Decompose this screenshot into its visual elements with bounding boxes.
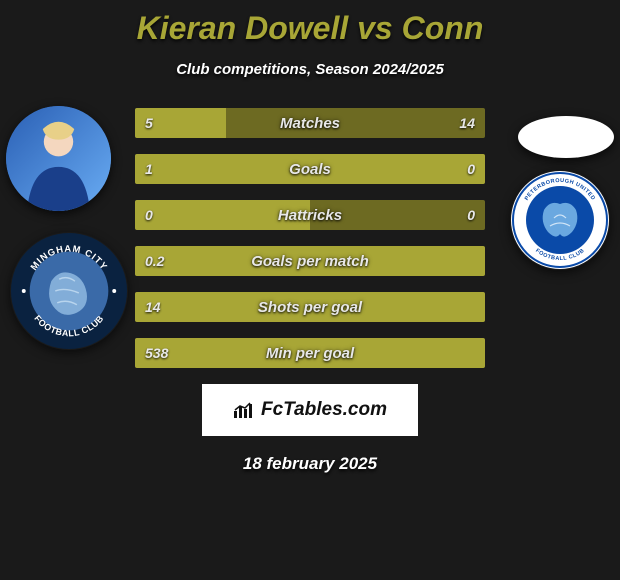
stat-row: 0Hattricks0 bbox=[135, 200, 485, 230]
stat-value-right: 0 bbox=[457, 200, 485, 230]
stat-value-right bbox=[465, 338, 485, 368]
stat-label: Shots per goal bbox=[135, 292, 485, 322]
player1-avatar bbox=[6, 106, 111, 211]
player2-avatar bbox=[518, 116, 614, 158]
stat-row: 538Min per goal bbox=[135, 338, 485, 368]
stat-row: 1Goals0 bbox=[135, 154, 485, 184]
stat-value-right: 0 bbox=[457, 154, 485, 184]
stat-row: 14Shots per goal bbox=[135, 292, 485, 322]
stat-row: 5Matches14 bbox=[135, 108, 485, 138]
stat-value-right: 14 bbox=[449, 108, 485, 138]
club2-badge: PETERBOROUGH UNITED FOOTBALL CLUB bbox=[510, 170, 610, 270]
stat-label: Hattricks bbox=[135, 200, 485, 230]
club1-badge: MINGHAM CITY FOOTBALL CLUB bbox=[10, 232, 128, 350]
stat-row: 0.2Goals per match bbox=[135, 246, 485, 276]
stat-label: Goals per match bbox=[135, 246, 485, 276]
stat-value-right bbox=[465, 246, 485, 276]
stat-label: Matches bbox=[135, 108, 485, 138]
stats-bars: 5Matches141Goals00Hattricks00.2Goals per… bbox=[135, 108, 485, 368]
stat-label: Goals bbox=[135, 154, 485, 184]
logo-text: FcTables.com bbox=[261, 399, 387, 421]
chart-icon bbox=[233, 401, 255, 419]
stat-label: Min per goal bbox=[135, 338, 485, 368]
subtitle: Club competitions, Season 2024/2025 bbox=[0, 61, 620, 78]
fctables-logo: FcTables.com bbox=[202, 384, 418, 436]
stat-value-right bbox=[465, 292, 485, 322]
page-title: Kieran Dowell vs Conn bbox=[0, 0, 620, 47]
date-text: 18 february 2025 bbox=[0, 454, 620, 474]
